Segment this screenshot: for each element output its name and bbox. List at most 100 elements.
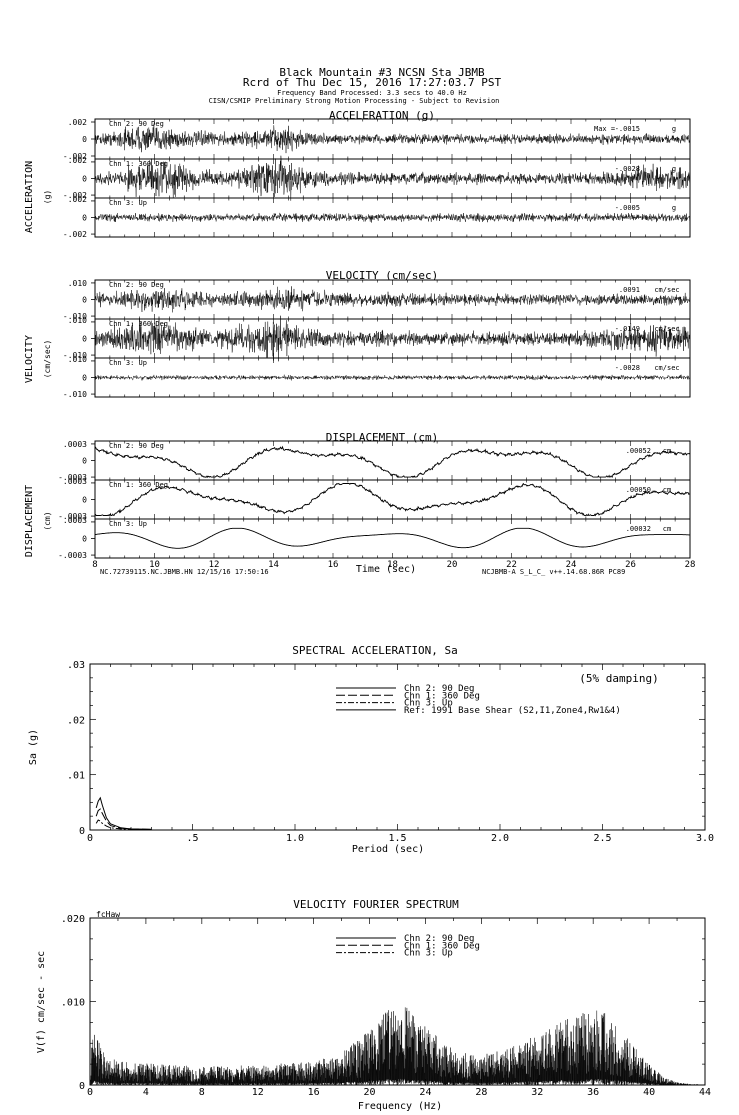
y-tick-label: -.010 [63, 390, 87, 399]
channel-name: Chn 2: 90 Deg [109, 281, 164, 289]
trace [94, 212, 690, 223]
trace [94, 482, 691, 517]
peak-value: -.0015 [615, 125, 640, 133]
x-tick-label: 16 [308, 1087, 320, 1098]
y-tick-label: .0003 [63, 516, 87, 525]
y-tick-label: 0 [82, 496, 87, 505]
peak-unit: cm/sec [654, 364, 679, 372]
x-tick-label: 18 [387, 560, 398, 570]
y-unit-label: (g) [43, 190, 52, 204]
y-tick-label: .0003 [63, 440, 87, 449]
fourier-corner-label: fcHaw [96, 910, 120, 919]
y-tick-label: -.0003 [58, 551, 87, 560]
x-tick-label: 8 [199, 1087, 205, 1098]
channel-name: Chn 1: 360 Deg [109, 320, 168, 328]
y-tick-label: .0003 [63, 477, 87, 486]
header-band: Frequency Band Processed: 3.3 secs to 40… [277, 89, 467, 97]
sa-title: SPECTRAL ACCELERATION, Sa [292, 644, 458, 657]
footer-station-code: NCJBMB-A S_L_C_ v++.14.68.86R PC89 [482, 568, 625, 576]
peak-unit: cm [663, 486, 671, 494]
sa-x-axis-label: Period (sec) [352, 844, 424, 855]
header-station: Black Mountain #3 NCSN Sta JBMB [279, 66, 485, 79]
legend-entry: Ref: 1991 Base Shear (S2,I1,Zone4,Rw1&4) [404, 706, 621, 716]
y-tick-label: 0 [82, 214, 87, 223]
x-tick-label: 44 [699, 1087, 711, 1098]
x-tick-label: 36 [587, 1087, 599, 1098]
x-tick-label: 10 [149, 560, 160, 570]
y-tick-label: 0 [82, 457, 87, 466]
x-tick-label: 40 [643, 1087, 655, 1098]
peak-unit: cm/sec [654, 325, 679, 333]
peak-value: -.0005 [615, 204, 640, 212]
y-tick-label: 0 [82, 175, 87, 184]
sa-y-axis-label: Sa (g) [28, 729, 39, 765]
max-label: Max = [594, 125, 615, 133]
x-axis-label: Time (sec) [356, 564, 416, 575]
y-tick-label: 0 [82, 374, 87, 383]
y-tick-label: -.002 [63, 191, 87, 200]
panel-title: ACCELERATION (g) [329, 109, 435, 122]
x-tick-label: 24 [566, 560, 577, 570]
sa-plot-frame [89, 663, 706, 831]
y-tick-label: -.010 [63, 351, 87, 360]
legend-entry: Chn 1: 360 Deg [404, 691, 480, 701]
legend-entry: Chn 1: 360 Deg [404, 941, 480, 951]
panel-frame [94, 440, 691, 559]
y-tick-label: -.0003 [58, 512, 87, 521]
x-tick-label: 16 [328, 560, 339, 570]
y-unit-label: (cm) [43, 511, 52, 530]
y-tick-label: .010 [61, 998, 85, 1009]
y-axis-label: ACCELERATION [24, 161, 35, 233]
y-tick-label: -.002 [63, 230, 87, 239]
x-tick-label: 2.5 [593, 833, 611, 844]
peak-value: .00052 [626, 447, 651, 455]
y-tick-label: .002 [68, 195, 87, 204]
trace [95, 527, 690, 549]
y-tick-label: 0 [79, 1081, 85, 1092]
y-tick-label: .010 [68, 279, 87, 288]
x-tick-label: 26 [625, 560, 636, 570]
x-tick-label: 4 [143, 1087, 149, 1098]
y-tick-label: 0 [82, 135, 87, 144]
header-record: Rcrd of Thu Dec 15, 2016 17:27:03.7 PST [243, 76, 502, 89]
x-tick-label: 24 [419, 1087, 431, 1098]
trace [94, 315, 690, 362]
x-tick-label: 12 [209, 560, 220, 570]
y-tick-label: .002 [68, 156, 87, 165]
channel-name: Chn 3: Up [109, 520, 147, 528]
x-tick-label: 28 [685, 560, 696, 570]
peak-value: -.0149 [615, 325, 640, 333]
x-tick-label: 0 [87, 833, 93, 844]
y-tick-label: .02 [67, 715, 85, 726]
trace [94, 374, 690, 381]
x-tick-label: 1.0 [286, 833, 304, 844]
y-tick-label: 0 [82, 296, 87, 305]
peak-value: .00050 [626, 486, 651, 494]
peak-value: -.0028 [615, 364, 640, 372]
legend-entry: Chn 3: Up [404, 699, 453, 709]
channel-name: Chn 3: Up [109, 199, 147, 207]
x-tick-label: .5 [186, 833, 198, 844]
peak-unit: cm/sec [654, 286, 679, 294]
y-tick-label: .010 [68, 355, 87, 364]
channel-name: Chn 2: 90 Deg [109, 120, 164, 128]
fourier-x-axis-label: Frequency (Hz) [358, 1101, 442, 1112]
x-tick-label: 28 [475, 1087, 487, 1098]
peak-unit: g [672, 165, 676, 173]
x-tick-label: 12 [252, 1087, 264, 1098]
x-tick-label: 8 [92, 560, 97, 570]
x-tick-label: 22 [506, 560, 517, 570]
sa-series [95, 819, 152, 831]
x-tick-label: 14 [268, 560, 279, 570]
channel-name: Chn 3: Up [109, 359, 147, 367]
y-tick-label: .020 [61, 914, 85, 925]
y-tick-label: .002 [68, 118, 87, 127]
y-tick-label: 0 [79, 826, 85, 837]
header-processing: CISN/CSMIP Preliminary Strong Motion Pro… [209, 97, 500, 105]
footer-record-id: NC.72739115.NC.JBMB.HN 12/15/16 17:50:16 [100, 568, 269, 576]
legend-entry: Chn 2: 90 Deg [404, 684, 474, 694]
x-tick-label: 0 [87, 1087, 93, 1098]
y-unit-label: (cm/sec) [43, 340, 52, 379]
channel-name: Chn 2: 90 Deg [109, 442, 164, 450]
